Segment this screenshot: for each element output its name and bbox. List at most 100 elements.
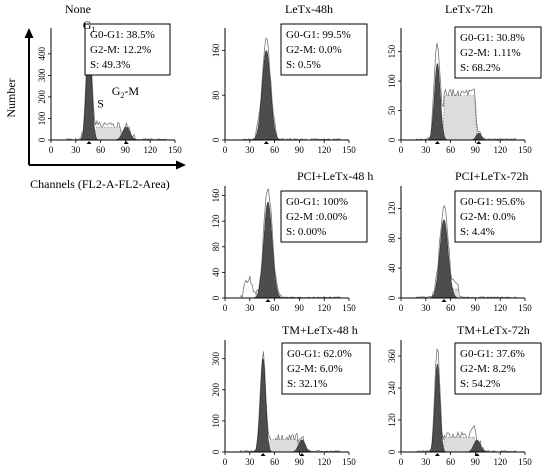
stats-line: G2-M: 1.11%: [460, 47, 521, 59]
panel-title: LeTx-48h: [285, 2, 333, 16]
y-axis-label: Number: [4, 78, 18, 117]
peak-marker-icon: [263, 141, 269, 144]
stats-line: S: 4.4%: [460, 226, 495, 238]
y-arrow-icon: [24, 28, 34, 38]
x-tick-label: 30: [421, 145, 431, 155]
x-tick-label: 150: [342, 457, 356, 467]
panel-title: TM+LeTx-48 h: [282, 323, 358, 337]
stats-line: G0-G1: 100%: [286, 196, 348, 208]
y-tick-label: 80: [211, 90, 221, 100]
peak-marker-icon: [434, 453, 440, 456]
x-tick-label: 0: [399, 303, 404, 313]
y-tick-label: 400: [37, 47, 47, 61]
figure-axes: [24, 28, 186, 170]
y-tick-label: 240: [387, 381, 397, 395]
y-tick-label: 160: [211, 43, 221, 57]
x-axis-label: Channels (FL2-A-FL2-Area): [30, 177, 170, 191]
peak-marker-icon: [265, 299, 271, 302]
x-tick-label: 90: [295, 145, 305, 155]
panel-title: TM+LeTx-72h: [457, 323, 530, 337]
g1-peak: [251, 50, 282, 141]
stats-line: G2-M :0.00%: [286, 211, 347, 223]
x-tick-label: 120: [493, 145, 507, 155]
stats-box: [454, 342, 542, 395]
x-tick-label: 0: [399, 145, 404, 155]
stats-line: S: 32.1%: [287, 378, 327, 390]
s-phase-area: [441, 437, 478, 453]
x-arrow-icon: [176, 160, 186, 170]
y-tick-label: 300: [37, 68, 47, 82]
stats-line: S: 54.2%: [460, 378, 500, 390]
x-tick-label: 30: [71, 145, 81, 155]
histogram-panel: TM+LeTx-72h 0 30 60 90 120 150 0 120 240 360 G0-G1:…: [387, 323, 542, 467]
x-tick-label: 60: [270, 457, 280, 467]
panel-title: LeTx-72h: [445, 2, 493, 16]
x-tick-label: 120: [317, 303, 331, 313]
stats-line: G2-M: 12.2%: [90, 44, 151, 56]
x-tick-label: 150: [342, 303, 356, 313]
phase-label: G2-M: [112, 84, 140, 100]
raw-histogram-line: [239, 37, 341, 141]
panel-title: PCI+LeTx-72h: [455, 169, 528, 183]
stats-box: [280, 190, 368, 243]
y-tick-label: 120: [387, 201, 397, 215]
y-tick-label: 40: [387, 263, 397, 273]
x-tick-label: 0: [223, 457, 228, 467]
x-tick-label: 30: [245, 145, 255, 155]
x-tick-label: 60: [270, 303, 280, 313]
stats-line: G2-M: 8.2%: [460, 363, 516, 375]
y-tick-label: 360: [387, 349, 397, 363]
y-tick-label: 0: [387, 137, 397, 142]
x-tick-label: 90: [471, 303, 481, 313]
stats-line: G0-G1: 37.6%: [460, 348, 525, 360]
stats-box: [280, 23, 368, 76]
x-tick-label: 120: [317, 145, 331, 155]
raw-histogram-line: [239, 187, 341, 299]
stats-line: S: 68.2%: [460, 62, 500, 74]
x-tick-label: 120: [317, 457, 331, 467]
peak-marker-icon: [441, 299, 447, 302]
x-tick-label: 0: [223, 303, 228, 313]
x-tick-label: 120: [493, 457, 507, 467]
g1-peak: [429, 219, 459, 299]
stats-line: G0-G1: 99.5%: [286, 29, 351, 41]
s-phase-area: [442, 95, 478, 141]
panel-title: PCI+LeTx-48 h: [297, 169, 373, 183]
panel-title: None: [65, 2, 91, 16]
g1-peak: [253, 358, 273, 453]
y-tick-label: 80: [211, 242, 221, 252]
stats-box: [454, 26, 542, 79]
peak-marker-icon: [474, 453, 480, 456]
peak-marker-icon: [476, 141, 482, 144]
y-tick-label: 0: [211, 449, 221, 454]
x-tick-label: 90: [295, 303, 305, 313]
stats-line: G0-G1: 38.5%: [90, 29, 155, 41]
y-tick-label: 0: [387, 295, 397, 300]
y-tick-label: 0: [211, 137, 221, 142]
raw-histogram-line: [415, 42, 517, 141]
y-tick-label: 0: [211, 295, 221, 300]
phase-label: S: [97, 97, 104, 111]
x-tick-label: 150: [342, 145, 356, 155]
peak-marker-icon: [434, 141, 440, 144]
y-tick-label: 40: [211, 267, 221, 277]
y-tick-label: 120: [387, 413, 397, 427]
x-tick-label: 90: [121, 145, 131, 155]
x-tick-label: 120: [143, 145, 157, 155]
stats-line: S: 49.3%: [90, 59, 130, 71]
x-tick-label: 120: [493, 303, 507, 313]
stats-line: G0-G1: 95.6%: [460, 196, 525, 208]
stats-box: [454, 190, 542, 243]
histogram-panel: TM+LeTx-48 h 0 30 60 90 120 150 0 100 200 300 G0-G1…: [211, 323, 371, 467]
histogram-panel: None 0 30 60 90 120 150 0 100 200 300 400 G0-G1: 38.…: [37, 2, 182, 155]
y-tick-label: 100: [37, 111, 47, 125]
x-tick-label: 0: [223, 145, 228, 155]
x-tick-label: 60: [446, 457, 456, 467]
s-phase-area: [267, 439, 300, 453]
g1-peak: [426, 63, 448, 141]
y-tick-label: 200: [37, 90, 47, 104]
g1-peak: [428, 363, 447, 453]
g2m-peak: [113, 126, 140, 141]
y-tick-label: 120: [211, 214, 221, 228]
stats-line: S: 0.00%: [286, 226, 326, 238]
